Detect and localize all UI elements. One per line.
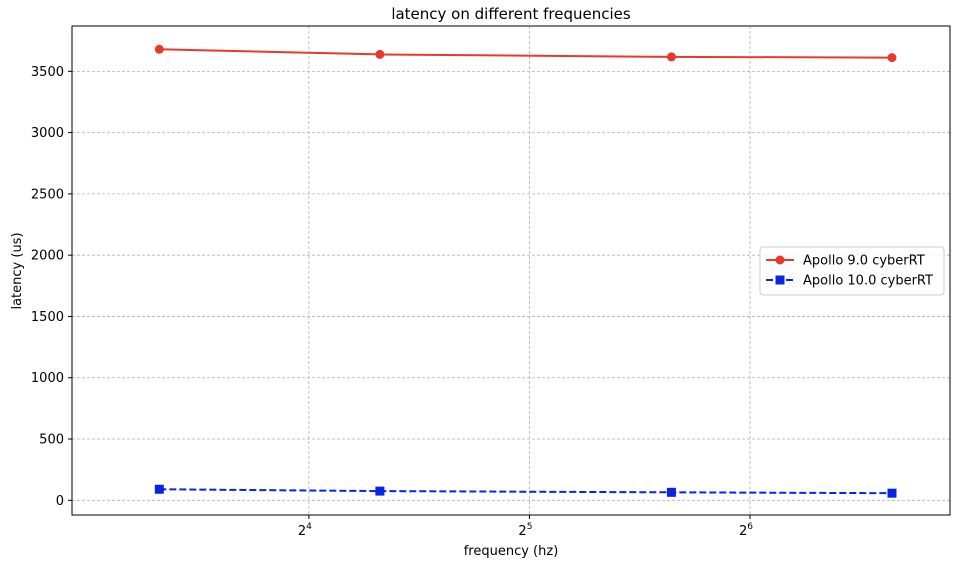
series-line-1 <box>159 488 892 495</box>
data-point-1 <box>887 488 897 498</box>
x-axis-label: frequency (hz) <box>464 544 559 559</box>
y-tick-label: 2000 <box>31 249 64 264</box>
plot-frame <box>71 25 951 516</box>
data-point-1 <box>375 486 385 496</box>
x-tick-label: 25 <box>518 522 532 539</box>
y-tick-label: 2500 <box>31 187 64 202</box>
x-tick-label: 24 <box>298 522 312 539</box>
y-tick-label: 3500 <box>31 65 64 80</box>
y-tick-label: 0 <box>56 494 64 509</box>
data-point-0 <box>666 52 676 62</box>
y-tick-label: 500 <box>39 433 64 448</box>
legend-label-0: Apollo 9.0 cyberRT <box>803 254 925 269</box>
data-point-0 <box>154 44 164 54</box>
data-point-0 <box>375 49 385 59</box>
series-line-0 <box>159 48 892 59</box>
y-tick-label: 3000 <box>31 126 64 141</box>
legend-label-1: Apollo 10.0 cyberRT <box>803 274 933 289</box>
legend: Apollo 9.0 cyberRT Apollo 10.0 cyberRT <box>759 246 945 296</box>
y-tick-label: 1000 <box>31 371 64 386</box>
axis-ticks: 0 500 1000 1500 2000 2500 3000 3500 24 25 26 <box>31 65 753 539</box>
legend-marker-1 <box>775 275 785 285</box>
data-point-1 <box>666 487 676 497</box>
chart-title: latency on different frequencies <box>391 5 631 23</box>
data-point-1 <box>154 484 164 494</box>
series-layer <box>154 44 897 498</box>
y-tick-label: 1500 <box>31 310 64 325</box>
legend-box <box>759 246 945 296</box>
y-axis-label: latency (us) <box>10 232 25 309</box>
legend-marker-0 <box>775 255 785 265</box>
x-tick-label: 26 <box>739 522 753 539</box>
data-point-0 <box>887 53 897 63</box>
